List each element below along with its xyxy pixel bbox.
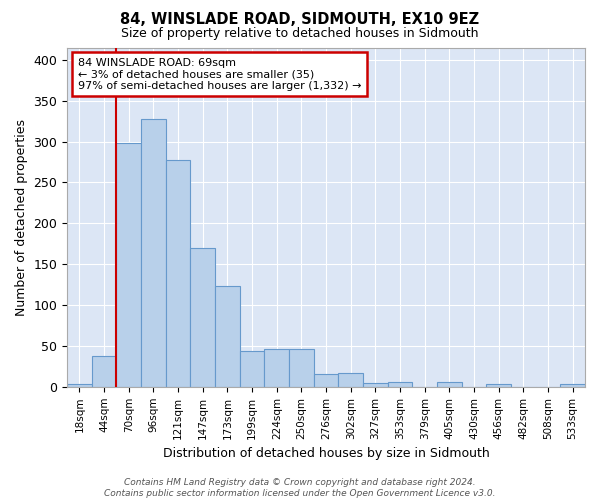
- X-axis label: Distribution of detached houses by size in Sidmouth: Distribution of detached houses by size …: [163, 447, 490, 460]
- Bar: [190, 248, 215, 387]
- Bar: [67, 384, 92, 387]
- Bar: [289, 349, 314, 387]
- Bar: [338, 373, 363, 387]
- Text: Size of property relative to detached houses in Sidmouth: Size of property relative to detached ho…: [121, 28, 479, 40]
- Bar: [487, 384, 511, 387]
- Bar: [215, 286, 240, 387]
- Bar: [265, 349, 289, 387]
- Text: 84 WINSLADE ROAD: 69sqm
← 3% of detached houses are smaller (35)
97% of semi-det: 84 WINSLADE ROAD: 69sqm ← 3% of detached…: [77, 58, 361, 91]
- Bar: [437, 382, 462, 387]
- Bar: [363, 382, 388, 387]
- Bar: [166, 160, 190, 387]
- Text: 84, WINSLADE ROAD, SIDMOUTH, EX10 9EZ: 84, WINSLADE ROAD, SIDMOUTH, EX10 9EZ: [121, 12, 479, 28]
- Bar: [560, 384, 585, 387]
- Bar: [141, 118, 166, 387]
- Y-axis label: Number of detached properties: Number of detached properties: [15, 118, 28, 316]
- Bar: [314, 374, 338, 387]
- Bar: [92, 356, 116, 387]
- Bar: [240, 351, 265, 387]
- Text: Contains HM Land Registry data © Crown copyright and database right 2024.
Contai: Contains HM Land Registry data © Crown c…: [104, 478, 496, 498]
- Bar: [388, 382, 412, 387]
- Bar: [116, 143, 141, 387]
